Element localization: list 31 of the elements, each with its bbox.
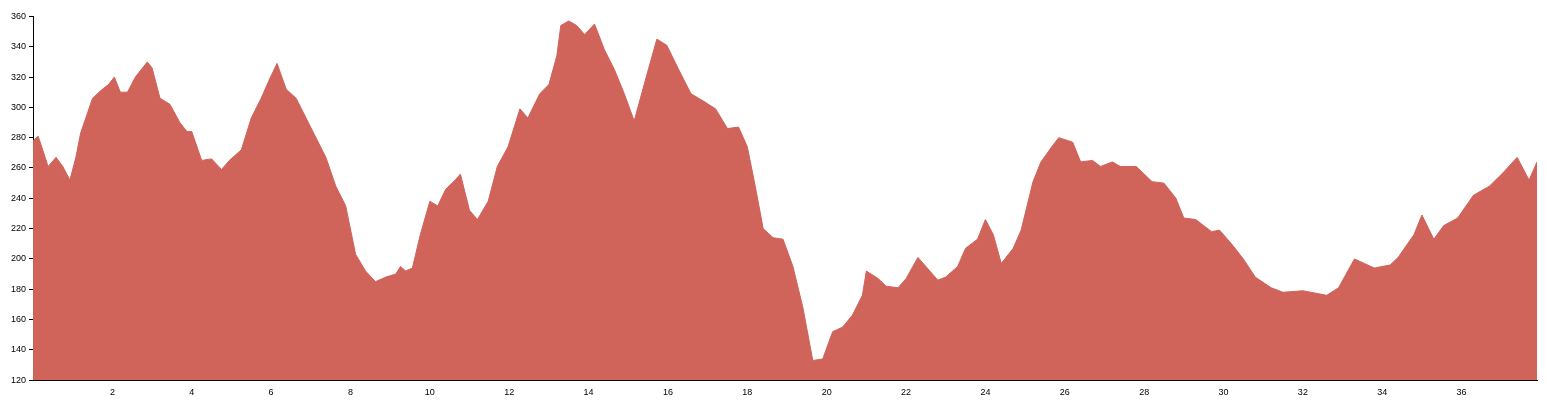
- x-tick-label: 32: [1297, 387, 1308, 398]
- x-tick-label: 16: [662, 387, 673, 398]
- x-tick-label: 30: [1218, 387, 1229, 398]
- x-tick-label: 10: [424, 387, 435, 398]
- x-tick-label: 22: [901, 387, 912, 398]
- x-tick-label: 18: [742, 387, 753, 398]
- x-tick-label: 4: [189, 387, 195, 398]
- y-tick-label: 340: [10, 41, 27, 52]
- y-tick-label: 180: [10, 283, 27, 294]
- y-tick-label: 320: [10, 71, 27, 82]
- y-tick-label: 300: [10, 101, 27, 112]
- y-tick-label: 240: [10, 192, 27, 203]
- x-tick-label: 36: [1456, 387, 1467, 398]
- y-tick-label: 280: [10, 132, 27, 143]
- y-tick-label: 260: [10, 162, 27, 173]
- y-tick-label: 160: [10, 314, 27, 325]
- y-tick-label: 200: [10, 253, 27, 264]
- x-tick-label: 2: [109, 387, 115, 398]
- x-tick-label: 14: [583, 387, 594, 398]
- x-tick-label: 26: [1059, 387, 1070, 398]
- y-tick-label: 220: [10, 223, 27, 234]
- y-tick-label: 360: [10, 10, 27, 21]
- x-tick-label: 12: [504, 387, 515, 398]
- x-tick-label: 8: [347, 387, 353, 398]
- x-tick-label: 34: [1377, 387, 1388, 398]
- y-tick-label: 140: [10, 344, 27, 355]
- x-tick-label: 6: [268, 387, 274, 398]
- y-tick-label: 120: [10, 374, 27, 385]
- x-tick-label: 20: [821, 387, 832, 398]
- x-tick-label: 28: [1139, 387, 1150, 398]
- x-tick-label: 24: [980, 387, 991, 398]
